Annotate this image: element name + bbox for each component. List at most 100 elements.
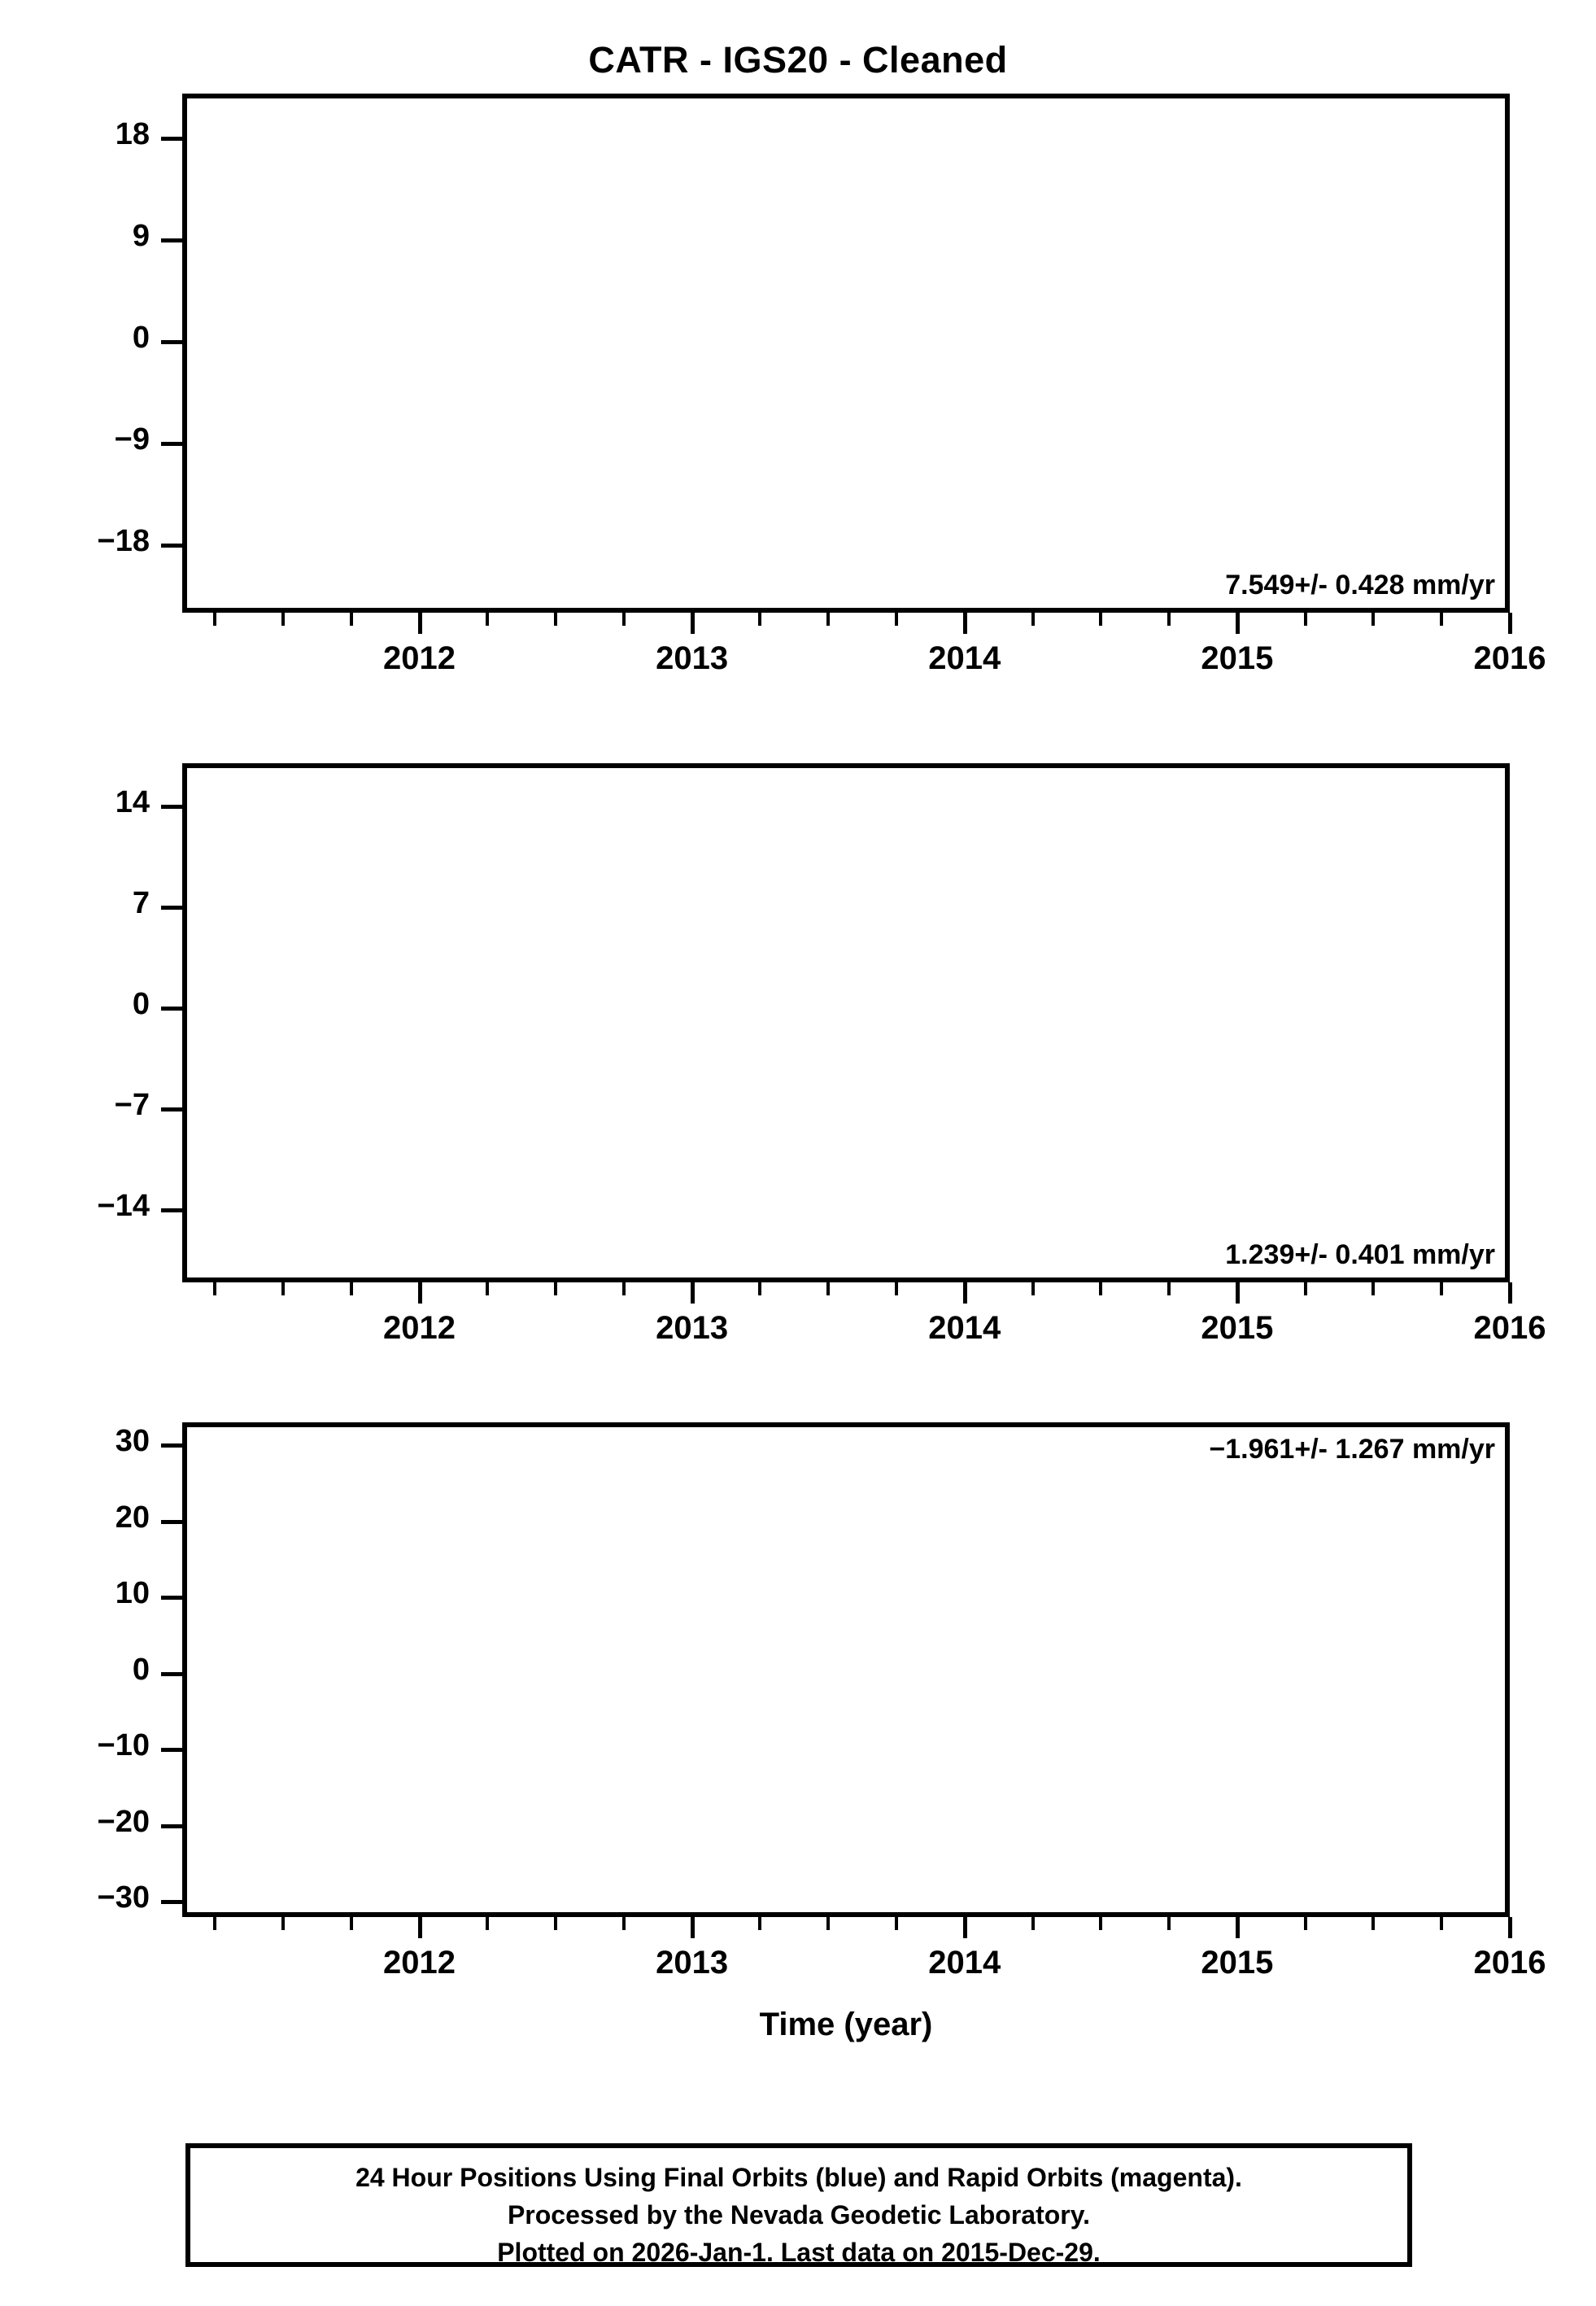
x-tick-mark [554,613,558,626]
rate-label-north: 1.239+/- 0.401 mm/yr [1225,1239,1495,1270]
x-tick-mark [826,613,831,626]
x-tick-mark [1440,613,1444,626]
y-tick-mark [161,137,182,142]
y-tick-label: −10 [97,1728,150,1763]
y-tick-mark [161,1671,182,1676]
x-tick-mark [621,1917,626,1930]
x-tick-mark [894,1917,898,1930]
y-tick-mark [161,441,182,446]
x-tick-label: 2015 [1201,1310,1274,1346]
y-tick-mark [161,906,182,911]
footer-line-1: 24 Hour Positions Using Final Orbits (bl… [355,2163,1242,2192]
rate-label-up: −1.961+/- 1.267 mm/yr [1209,1434,1495,1465]
x-tick-mark [349,1282,353,1295]
x-tick-mark [554,1282,558,1295]
footer-box: 24 Hour Positions Using Final Orbits (bl… [185,2143,1412,2267]
x-tick-mark [281,1282,285,1295]
x-tick-label: 2013 [656,1945,729,1981]
x-tick-mark [1371,1917,1376,1930]
y-tick-label: 14 [115,785,150,820]
axis-label-time: Time (year) [759,2007,933,2042]
y-tick-mark [161,1823,182,1828]
x-tick-mark [690,1282,695,1304]
y-tick-label: 0 [132,321,150,356]
x-tick-mark [758,1917,762,1930]
y-tick-label: 9 [132,219,150,254]
y-tick-label: −9 [114,421,150,456]
y-tick-label: 10 [115,1576,150,1611]
panel-frame-north [182,763,1510,1282]
x-tick-mark [1099,1917,1103,1930]
y-tick-mark [161,1107,182,1112]
x-tick-mark [213,613,217,626]
y-tick-mark [161,1748,182,1753]
x-tick-mark [962,1917,967,1938]
x-tick-mark [758,613,762,626]
x-tick-mark [417,1917,422,1938]
y-tick-label: 0 [132,987,150,1022]
x-tick-label: 2016 [1473,1945,1546,1981]
x-tick-mark [1235,1917,1240,1938]
x-tick-label: 2012 [383,1945,456,1981]
x-tick-mark [1167,1917,1171,1930]
x-tick-mark [417,613,422,634]
y-tick-label: 30 [115,1424,150,1459]
x-tick-mark [486,613,490,626]
x-tick-mark [281,1917,285,1930]
panel-frame-up [182,1422,1510,1917]
x-tick-mark [826,1917,831,1930]
x-tick-mark [962,1282,967,1304]
x-tick-mark [1303,1917,1307,1930]
rate-label-east: 7.549+/- 0.428 mm/yr [1225,570,1495,601]
x-tick-mark [281,613,285,626]
x-tick-mark [621,1282,626,1295]
x-tick-mark [213,1917,217,1930]
x-tick-mark [826,1282,831,1295]
x-tick-mark [1031,1917,1035,1930]
x-tick-label: 2014 [928,640,1001,676]
x-tick-mark [417,1282,422,1304]
y-tick-mark [161,238,182,243]
x-tick-mark [894,613,898,626]
y-tick-mark [161,1208,182,1213]
x-tick-label: 2014 [928,1945,1001,1981]
x-tick-label: 2015 [1201,640,1274,676]
y-tick-mark [161,1900,182,1905]
x-tick-mark [690,1917,695,1938]
x-tick-mark [1031,1282,1035,1295]
x-tick-mark [1099,613,1103,626]
x-tick-mark [1167,1282,1171,1295]
y-tick-label: 0 [132,1652,150,1687]
y-tick-mark [161,1596,182,1601]
x-tick-mark [1167,613,1171,626]
x-tick-mark [894,1282,898,1295]
y-tick-label: 20 [115,1500,150,1535]
x-tick-mark [1440,1282,1444,1295]
x-tick-mark [621,613,626,626]
x-tick-mark [1508,613,1512,634]
y-tick-mark [161,340,182,345]
x-tick-label: 2014 [928,1310,1001,1346]
x-tick-mark [1303,613,1307,626]
x-tick-mark [1371,1282,1376,1295]
y-tick-mark [161,543,182,548]
x-tick-mark [1508,1282,1512,1304]
page-title: CATR - IGS20 - Cleaned [588,39,1008,81]
x-tick-mark [1440,1917,1444,1930]
footer-line-3: Plotted on 2026-Jan-1. Last data on 2015… [497,2238,1101,2267]
y-tick-mark [161,805,182,810]
y-tick-label: 18 [115,117,150,152]
x-tick-label: 2016 [1473,1310,1546,1346]
x-tick-mark [213,1282,217,1295]
x-tick-label: 2012 [383,640,456,676]
x-tick-mark [486,1917,490,1930]
x-tick-mark [690,613,695,634]
x-tick-label: 2015 [1201,1945,1274,1981]
x-tick-label: 2013 [656,1310,729,1346]
x-tick-mark [486,1282,490,1295]
x-tick-mark [1235,1282,1240,1304]
x-tick-mark [1235,613,1240,634]
